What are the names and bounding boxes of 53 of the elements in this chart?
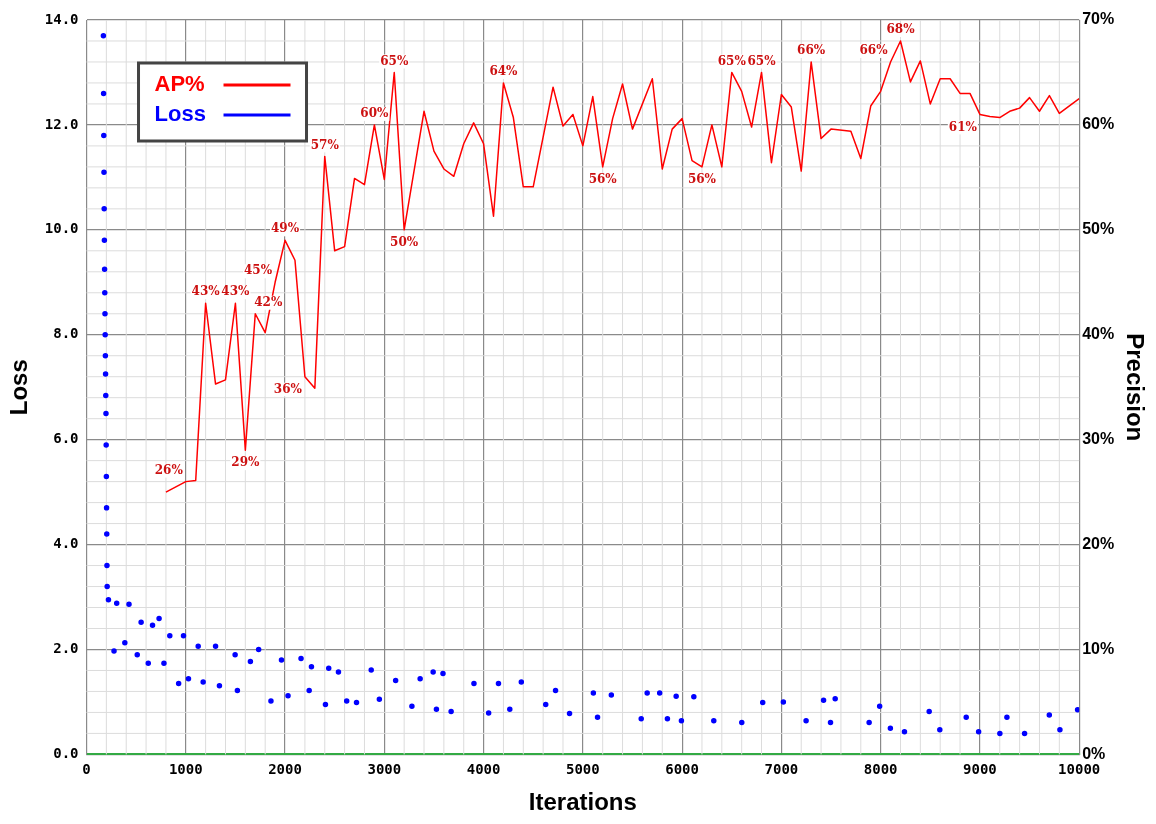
y-tick-label: 14.0	[44, 10, 79, 27]
x-tick-label: 1000	[168, 761, 203, 778]
data-label: 64%	[489, 64, 519, 79]
y-tick-label: 0.0	[53, 745, 79, 762]
y2-tick-label: 60%	[1082, 115, 1115, 133]
y-axis-title: Loss	[5, 359, 33, 416]
x-tick-label: 10000	[1058, 761, 1101, 778]
data-label: 43%	[191, 284, 221, 299]
data-label: 45%	[244, 263, 273, 278]
x-tick-label: 7000	[764, 761, 799, 778]
y-tick-label: 4.0	[53, 535, 79, 552]
legend-label: AP%	[154, 71, 205, 97]
data-label: 36%	[273, 381, 303, 396]
x-tick-label: 3000	[367, 761, 402, 778]
x-tick-label: 4000	[466, 761, 501, 778]
data-label: 29%	[231, 455, 260, 470]
data-label: 56%	[687, 172, 717, 187]
data-label: 68%	[886, 22, 916, 37]
y2-tick-label: 70%	[1082, 10, 1115, 28]
y2-tick-label: 10%	[1082, 639, 1115, 657]
data-label: 49%	[270, 221, 300, 236]
y-tick-label: 12.0	[44, 115, 79, 132]
y2-tick-label: 20%	[1082, 534, 1115, 552]
y2-tick-label: 40%	[1082, 325, 1115, 343]
data-label: 60%	[360, 106, 390, 121]
data-label: 50%	[390, 234, 419, 249]
legend-label: Loss	[154, 101, 206, 127]
x-tick-label: 6000	[665, 761, 699, 778]
y2-tick-label: 50%	[1082, 220, 1115, 238]
data-label: 42%	[254, 294, 283, 309]
x-tick-label: 8000	[863, 761, 898, 778]
data-label: 66%	[859, 43, 889, 58]
y-tick-label: 6.0	[53, 430, 79, 447]
y2-tick-label: 0%	[1082, 744, 1106, 762]
y2-tick-label: 30%	[1082, 430, 1115, 448]
y-tick-label: 10.0	[44, 220, 79, 237]
x-tick-label: 5000	[565, 761, 600, 778]
y-tick-label: 8.0	[53, 325, 79, 342]
x-axis-title: Iterations	[528, 788, 637, 816]
data-label: 56%	[588, 172, 618, 187]
data-label: 65%	[747, 53, 777, 68]
x-tick-label: 2000	[268, 761, 302, 778]
data-label: 57%	[310, 137, 340, 152]
data-label: 43%	[221, 284, 251, 299]
y-tick-label: 2.0	[53, 640, 79, 657]
data-label: 61%	[948, 119, 978, 134]
data-label: 65%	[717, 53, 747, 68]
x-tick-label: 0	[82, 761, 91, 778]
y2-axis-title: Precision	[1121, 333, 1149, 442]
data-label: 26%	[154, 462, 184, 477]
x-tick-label: 9000	[963, 761, 997, 778]
data-label: 66%	[797, 43, 826, 58]
data-label: 65%	[380, 53, 409, 68]
